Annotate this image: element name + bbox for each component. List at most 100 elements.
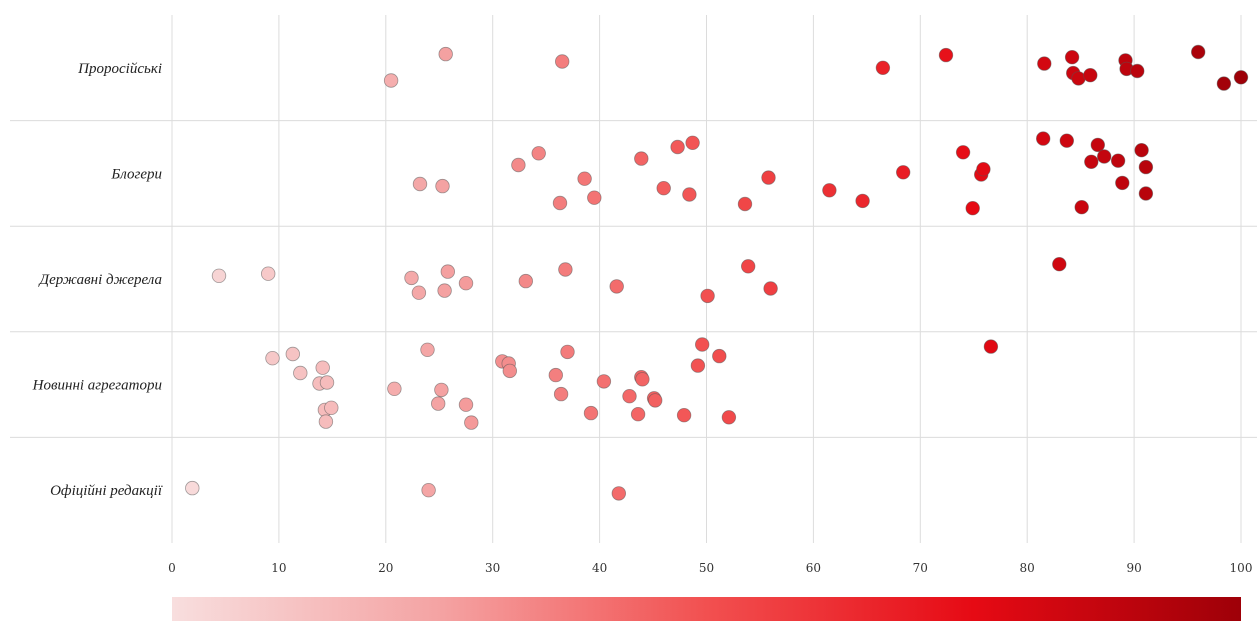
data-point	[211, 268, 227, 284]
data-point	[464, 415, 479, 430]
data-point	[265, 351, 280, 366]
data-point	[1110, 153, 1126, 168]
data-point	[855, 193, 870, 209]
x-tick-label: 90	[1126, 561, 1141, 575]
data-point	[695, 337, 710, 352]
data-point	[955, 145, 971, 160]
data-point	[552, 195, 568, 211]
data-point	[965, 200, 980, 216]
data-point	[611, 486, 627, 501]
data-point	[531, 146, 546, 161]
data-point	[431, 396, 446, 411]
data-point	[435, 178, 450, 194]
data-point	[387, 381, 402, 397]
data-point	[1035, 131, 1051, 146]
data-point	[1071, 71, 1086, 86]
data-point	[404, 270, 419, 286]
data-point	[1233, 70, 1249, 85]
data-point	[438, 46, 453, 62]
x-tick-label: 80	[1020, 561, 1035, 575]
data-point	[315, 360, 330, 375]
data-point	[1138, 159, 1154, 175]
x-tick-label: 10	[271, 561, 286, 575]
data-point	[318, 414, 334, 429]
category-label: Блогери	[110, 166, 162, 182]
x-tick-label: 70	[913, 561, 928, 575]
data-point	[319, 375, 335, 390]
data-point	[712, 348, 727, 364]
data-point	[1115, 175, 1130, 191]
data-point	[822, 183, 837, 198]
category-labels: Проросійські Блогери Державні джерела Новин…	[32, 61, 163, 499]
x-tick-label: 20	[378, 561, 393, 575]
data-point	[502, 363, 518, 379]
data-point	[685, 135, 700, 151]
data-point	[1090, 137, 1106, 153]
data-point	[1190, 44, 1206, 60]
data-point	[622, 389, 637, 404]
data-point	[1059, 133, 1075, 148]
data-point	[434, 382, 449, 398]
data-point	[555, 54, 570, 69]
data-point	[583, 405, 599, 421]
data-point	[1138, 186, 1154, 201]
data-point	[587, 190, 602, 205]
data-point	[1130, 63, 1145, 79]
data-point	[383, 73, 399, 88]
data-point	[670, 139, 685, 155]
data-point	[635, 372, 650, 387]
data-point	[1037, 56, 1052, 71]
data-point	[518, 273, 534, 289]
data-point	[421, 483, 436, 498]
data-point	[656, 180, 671, 196]
data-point	[577, 171, 592, 186]
data-point	[412, 176, 428, 192]
data-point	[983, 339, 999, 354]
data-point	[938, 47, 954, 63]
data-point	[553, 386, 569, 402]
data-point	[676, 408, 692, 423]
data-point	[458, 397, 474, 412]
data-point	[458, 276, 474, 291]
data-point	[324, 400, 339, 416]
data-points	[185, 44, 1249, 501]
data-point	[293, 365, 308, 381]
data-point	[875, 60, 891, 76]
data-point	[1134, 142, 1149, 158]
category-label: Офіційні редакції	[50, 483, 163, 499]
data-point	[1052, 257, 1067, 272]
data-point	[741, 259, 756, 274]
data-point	[1084, 154, 1099, 170]
data-point	[648, 393, 663, 408]
data-point	[761, 170, 776, 185]
data-point	[700, 288, 715, 304]
data-point	[609, 279, 624, 294]
data-point	[634, 151, 649, 166]
grid	[10, 15, 1257, 543]
category-label: Новинні агрегатори	[32, 378, 162, 394]
data-point	[1083, 67, 1098, 83]
data-point	[560, 344, 575, 360]
x-tick-label: 100	[1230, 561, 1253, 575]
data-point	[630, 407, 646, 422]
x-tick-label: 60	[806, 561, 821, 575]
data-point	[1216, 76, 1232, 91]
data-point	[596, 374, 612, 389]
data-point	[721, 410, 737, 425]
data-point	[976, 161, 991, 177]
data-point	[558, 262, 573, 277]
x-tick-label: 0	[168, 561, 176, 575]
data-point	[285, 346, 301, 362]
data-point	[1064, 50, 1080, 65]
category-label: Державні джерела	[38, 272, 162, 288]
data-point	[1074, 199, 1089, 215]
data-point	[737, 196, 753, 212]
data-point	[1096, 149, 1112, 164]
data-point	[185, 480, 200, 496]
x-tick-label: 40	[592, 561, 607, 575]
data-point	[437, 283, 452, 298]
data-point	[511, 157, 526, 173]
data-point	[440, 264, 456, 279]
x-axis-tick-labels: 0 10 20 30 40 50 60 70 80 90 100	[168, 561, 1252, 575]
